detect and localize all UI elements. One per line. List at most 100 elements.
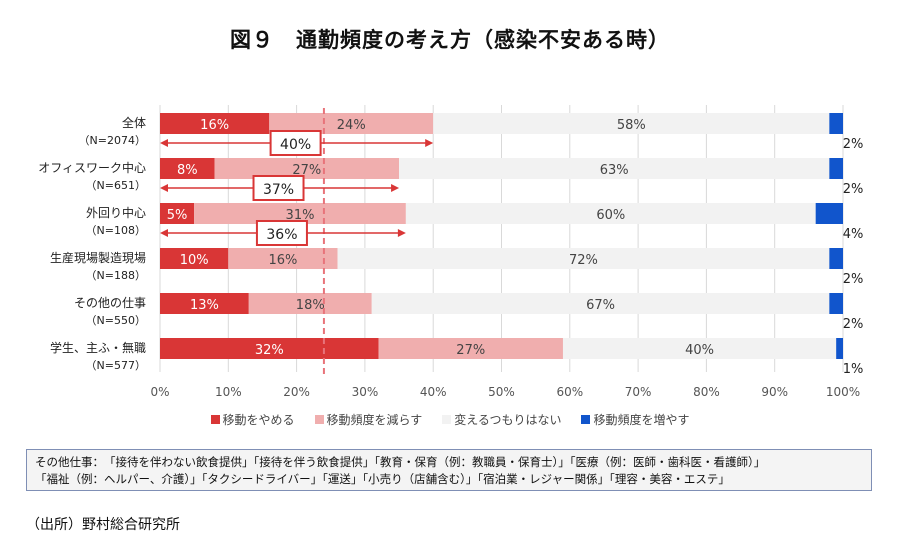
x-tick-label: 30%	[352, 385, 379, 399]
annotation-label: 37%	[263, 182, 294, 198]
data-label: 67%	[586, 298, 615, 313]
data-label: 16%	[268, 253, 297, 268]
x-tick-label: 40%	[420, 385, 447, 399]
legend-swatch	[581, 415, 591, 424]
legend-swatch	[442, 415, 452, 424]
x-tick-label: 70%	[625, 385, 652, 399]
data-label: 31%	[286, 208, 315, 223]
data-label: 10%	[180, 253, 209, 268]
x-tick-label: 20%	[283, 385, 310, 399]
legend: 移動をやめる 移動頻度を減らす 変えるつもりはない 移動頻度を増やす	[0, 411, 900, 428]
bar-segment	[194, 203, 406, 224]
bar-segment	[399, 158, 830, 179]
data-label: 2%	[843, 317, 864, 332]
data-label: 24%	[337, 118, 366, 133]
data-label: 72%	[569, 253, 598, 268]
annotation-label: 36%	[266, 227, 297, 243]
note-box: その他仕事： 「接待を伴わない飲食提供」「接待を伴う飲食提供」「教育・保育（例：…	[26, 449, 872, 491]
category-n-label: （N=2074）	[79, 134, 146, 147]
arrow-right-icon	[425, 139, 434, 147]
data-label: 4%	[843, 227, 864, 242]
bar-segment	[829, 158, 843, 179]
legend-label: 移動頻度を減らす	[326, 413, 423, 427]
arrow-left-icon	[160, 229, 168, 237]
bar-segment	[160, 293, 249, 314]
source-text: （出所）野村総合研究所	[26, 517, 180, 533]
data-label: 32%	[255, 343, 284, 358]
legend-item: 変えるつもりはない	[442, 411, 561, 428]
data-label: 2%	[843, 182, 864, 197]
category-label: 学生、主ふ・無職	[50, 340, 146, 355]
category-label: 全体	[122, 115, 146, 130]
arrow-right-icon	[391, 184, 400, 192]
bar-segment	[433, 113, 830, 134]
legend-item: 移動をやめる	[210, 411, 295, 428]
bar-segment	[269, 113, 434, 134]
data-label: 2%	[843, 272, 864, 287]
legend-item: 移動頻度を増やす	[581, 411, 689, 428]
category-label: 外回り中心	[86, 205, 146, 220]
x-tick-label: 50%	[488, 385, 515, 399]
data-label: 5%	[167, 208, 188, 223]
bar-segment	[562, 338, 837, 359]
data-label: 1%	[843, 362, 864, 377]
data-label: 8%	[177, 163, 198, 178]
arrow-left-icon	[160, 184, 168, 192]
legend-label: 変えるつもりはない	[454, 413, 562, 427]
data-label: 18%	[296, 298, 325, 313]
bar-segment	[378, 338, 563, 359]
data-label: 27%	[292, 163, 321, 178]
data-label: 13%	[190, 298, 219, 313]
bar-segment	[829, 248, 843, 269]
bar-segment	[815, 203, 843, 224]
legend-swatch	[314, 415, 324, 424]
x-tick-label: 100%	[826, 385, 860, 399]
annotation-box	[269, 130, 322, 156]
data-label: 60%	[596, 208, 625, 223]
legend-swatch	[210, 415, 220, 424]
category-label: オフィスワーク中心	[38, 160, 146, 175]
legend-label: 移動をやめる	[222, 413, 295, 427]
bar-segment	[836, 338, 843, 359]
data-label: 40%	[685, 343, 714, 358]
legend-label: 移動頻度を増やす	[593, 413, 690, 427]
arrow-right-icon	[397, 229, 406, 237]
chart-title: 図９ 通勤頻度の考え方（感染不安ある時）	[230, 28, 670, 52]
data-label: 16%	[200, 118, 229, 133]
x-tick-label: 80%	[693, 385, 720, 399]
bar-segment	[248, 293, 372, 314]
category-n-label: （N=188）	[86, 269, 146, 282]
bar-segment	[214, 158, 400, 179]
bar-segment	[337, 248, 830, 269]
annotation-label: 40%	[280, 137, 311, 153]
x-tick-label: 0%	[150, 385, 169, 399]
category-n-label: （N=108）	[86, 224, 146, 237]
legend-item: 移動頻度を減らす	[314, 411, 423, 428]
note-line-1: その他仕事： 「接待を伴わない飲食提供」「接待を伴う飲食提供」「教育・保育（例：…	[35, 455, 766, 469]
data-label: 2%	[843, 137, 864, 152]
bar-segment	[160, 113, 270, 134]
bar-segment	[160, 248, 229, 269]
data-label: 27%	[456, 343, 485, 358]
arrow-left-icon	[160, 139, 168, 147]
bar-segment	[829, 113, 843, 134]
data-label: 58%	[617, 118, 646, 133]
x-tick-label: 60%	[556, 385, 583, 399]
x-tick-label: 90%	[761, 385, 788, 399]
bar-segment	[228, 248, 338, 269]
category-n-label: （N=577）	[86, 359, 146, 372]
category-label: その他の仕事	[74, 296, 146, 310]
category-n-label: （N=651）	[86, 179, 146, 192]
category-label: 生産現場製造現場	[50, 250, 146, 265]
bar-segment	[160, 203, 195, 224]
annotation-box	[252, 175, 305, 201]
annotation-box	[255, 220, 308, 246]
bar-segment	[160, 158, 215, 179]
data-label: 63%	[600, 163, 629, 178]
bar-segment	[829, 293, 843, 314]
note-line-2: 「福祉（例：ヘルパー、介護）」「タクシードライバー」「運送」「小売り（店舗含む）…	[35, 472, 730, 486]
bar-segment	[371, 293, 830, 314]
x-tick-label: 10%	[215, 385, 242, 399]
category-n-label: （N=550）	[86, 314, 146, 327]
